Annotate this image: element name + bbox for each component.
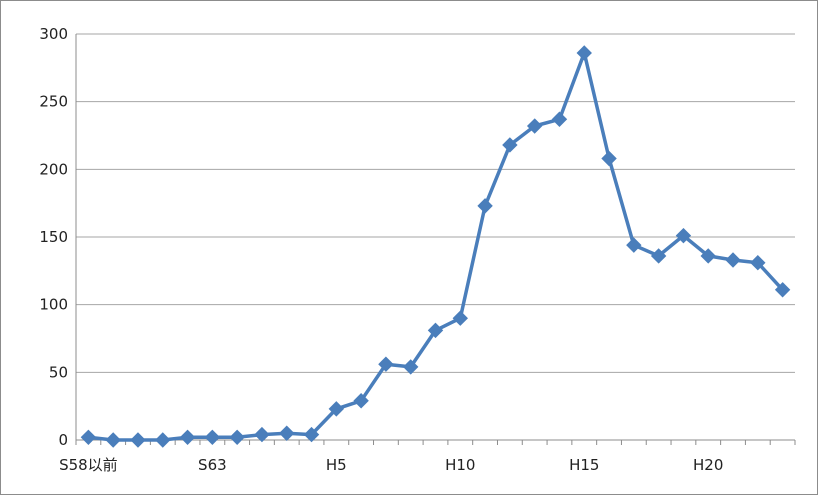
x-axis: S58以前 S63 H5 H10 H15 H20 — [59, 439, 796, 474]
data-point-27 — [750, 255, 766, 271]
x-tick-label-3: H10 — [445, 456, 475, 474]
data-point-25 — [700, 248, 716, 264]
data-point-13 — [402, 359, 419, 375]
data-point-9 — [303, 426, 320, 443]
y-tick-label-250: 250 — [39, 93, 68, 111]
y-tick-label-100: 100 — [39, 296, 68, 314]
y-tick-label-50: 50 — [49, 363, 68, 381]
data-point-5 — [204, 429, 221, 446]
data-point-20 — [576, 45, 592, 61]
data-point-12 — [378, 356, 394, 372]
data-point-4 — [179, 429, 196, 446]
data-point-24 — [675, 227, 692, 244]
x-tick-label-0: S58以前 — [59, 456, 118, 474]
data-point-10 — [328, 401, 345, 417]
x-tick-label-4: H15 — [569, 456, 599, 474]
data-point-17 — [502, 137, 518, 153]
series-line-0 — [88, 51, 784, 442]
data-point-14 — [427, 322, 444, 339]
data-point-16 — [477, 198, 493, 214]
data-point-7 — [254, 426, 270, 443]
data-point-15 — [452, 310, 469, 326]
data-point-2 — [130, 432, 146, 448]
y-tick-label-300: 300 — [39, 25, 68, 43]
series-group — [80, 45, 791, 448]
y-tick-label-0: 0 — [58, 431, 68, 449]
data-point-1 — [105, 432, 121, 448]
data-point-11 — [353, 393, 369, 409]
data-point-21 — [601, 150, 617, 167]
data-point-18 — [526, 118, 543, 134]
data-point-22 — [626, 237, 642, 253]
data-point-19 — [551, 111, 568, 127]
y-tick-label-150: 150 — [39, 228, 68, 246]
y-tick-label-200: 200 — [39, 160, 68, 178]
x-tick-label-1: S63 — [198, 456, 227, 474]
data-point-8 — [279, 425, 295, 441]
data-point-26 — [725, 252, 741, 268]
data-point-3 — [155, 432, 171, 448]
data-point-23 — [650, 248, 667, 264]
x-tick-label-5: H20 — [693, 456, 723, 474]
data-point-28 — [774, 282, 791, 298]
x-tick-label-2: H5 — [326, 456, 347, 474]
data-point-6 — [229, 429, 245, 446]
data-point-0 — [80, 429, 97, 446]
y-axis: 0 50 100 150 200 250 300 — [39, 25, 77, 449]
gridlines — [76, 33, 795, 373]
